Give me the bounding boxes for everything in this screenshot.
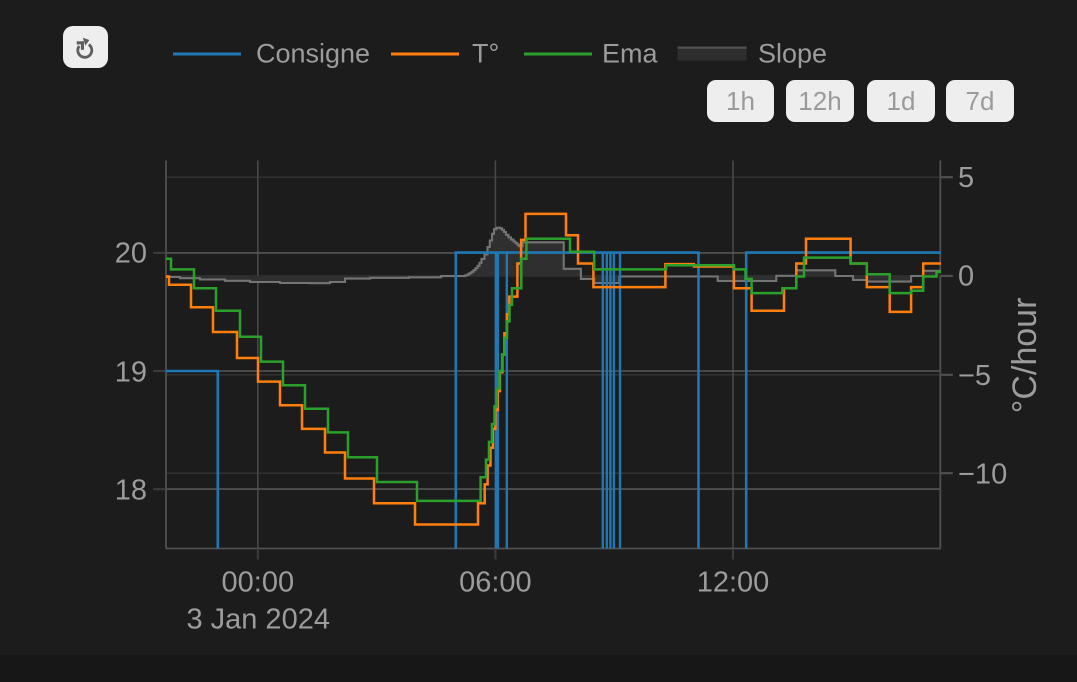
svg-text:−5: −5 xyxy=(958,360,991,392)
svg-text:12:00: 12:00 xyxy=(697,567,770,599)
svg-text:−10: −10 xyxy=(958,458,1007,490)
svg-text:3 Jan 2024: 3 Jan 2024 xyxy=(186,603,330,635)
svg-text:Consigne: Consigne xyxy=(256,39,370,69)
svg-text:00:00: 00:00 xyxy=(222,567,295,599)
svg-text:5: 5 xyxy=(958,162,974,194)
svg-text:20: 20 xyxy=(115,238,147,270)
svg-text:°C/hour: °C/hour xyxy=(1006,298,1044,414)
svg-text:06:00: 06:00 xyxy=(459,567,532,599)
svg-text:0: 0 xyxy=(958,261,974,293)
svg-text:18: 18 xyxy=(115,475,147,507)
svg-text:Ema: Ema xyxy=(602,39,659,69)
svg-text:19: 19 xyxy=(115,356,147,388)
svg-text:Slope: Slope xyxy=(758,39,827,69)
svg-text:T°: T° xyxy=(472,39,499,69)
